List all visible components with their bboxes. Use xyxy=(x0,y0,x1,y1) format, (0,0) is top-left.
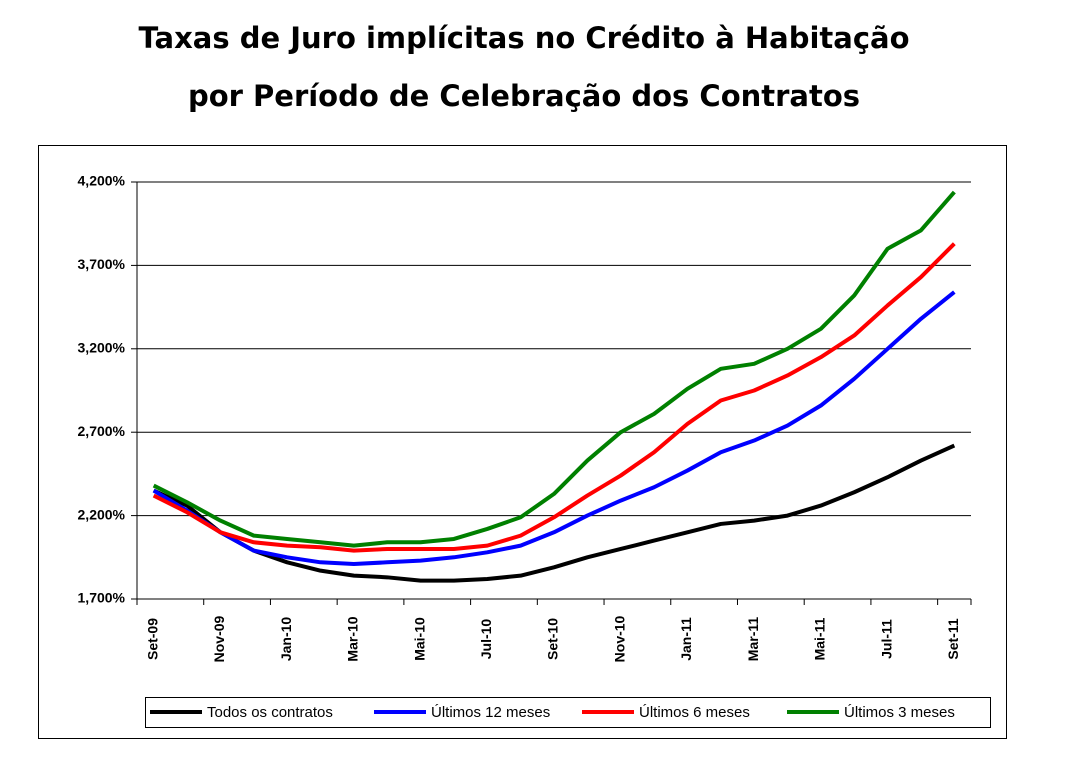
y-tick-label: 4,200% xyxy=(78,173,126,189)
y-tick-label: 3,200% xyxy=(78,340,126,356)
x-tick-label: Nov-09 xyxy=(211,615,227,662)
y-tick-label: 2,700% xyxy=(78,423,126,439)
x-tick-label: Jul-10 xyxy=(478,619,494,660)
x-tick-label: Mai-11 xyxy=(812,617,828,660)
legend-label: Últimos 3 meses xyxy=(844,704,955,721)
x-tick-label: Nov-10 xyxy=(611,615,627,662)
series-line xyxy=(152,443,956,583)
legend-label: Todos os contratos xyxy=(207,704,333,721)
series-line xyxy=(152,242,956,553)
y-tick-label: 1,700% xyxy=(78,590,126,606)
x-tick-label: Set-09 xyxy=(144,618,160,660)
x-tick-label: Jan-10 xyxy=(278,617,294,662)
legend-label: Últimos 6 meses xyxy=(639,704,750,721)
series-line xyxy=(152,290,956,566)
chart-frame xyxy=(38,145,1007,739)
y-tick-label: 2,200% xyxy=(78,506,126,522)
x-tick-label: Set-10 xyxy=(545,618,561,660)
x-tick-label: Jul-11 xyxy=(878,619,894,659)
legend-box xyxy=(145,697,991,728)
x-tick-label: Mar-10 xyxy=(345,616,361,661)
chart-title: Taxas de Juro implícitas no Crédito à Ha… xyxy=(138,21,909,55)
x-tick-label: Mai-10 xyxy=(411,617,427,661)
chart-subtitle: por Período de Celebração dos Contratos xyxy=(188,79,860,113)
legend-label: Últimos 12 meses xyxy=(431,704,550,721)
x-tick-label: Set-11 xyxy=(945,618,961,659)
y-tick-label: 3,700% xyxy=(78,256,126,272)
x-tick-label: Jan-11 xyxy=(678,617,694,661)
series-line xyxy=(152,190,956,548)
x-tick-label: Mar-11 xyxy=(745,617,761,662)
